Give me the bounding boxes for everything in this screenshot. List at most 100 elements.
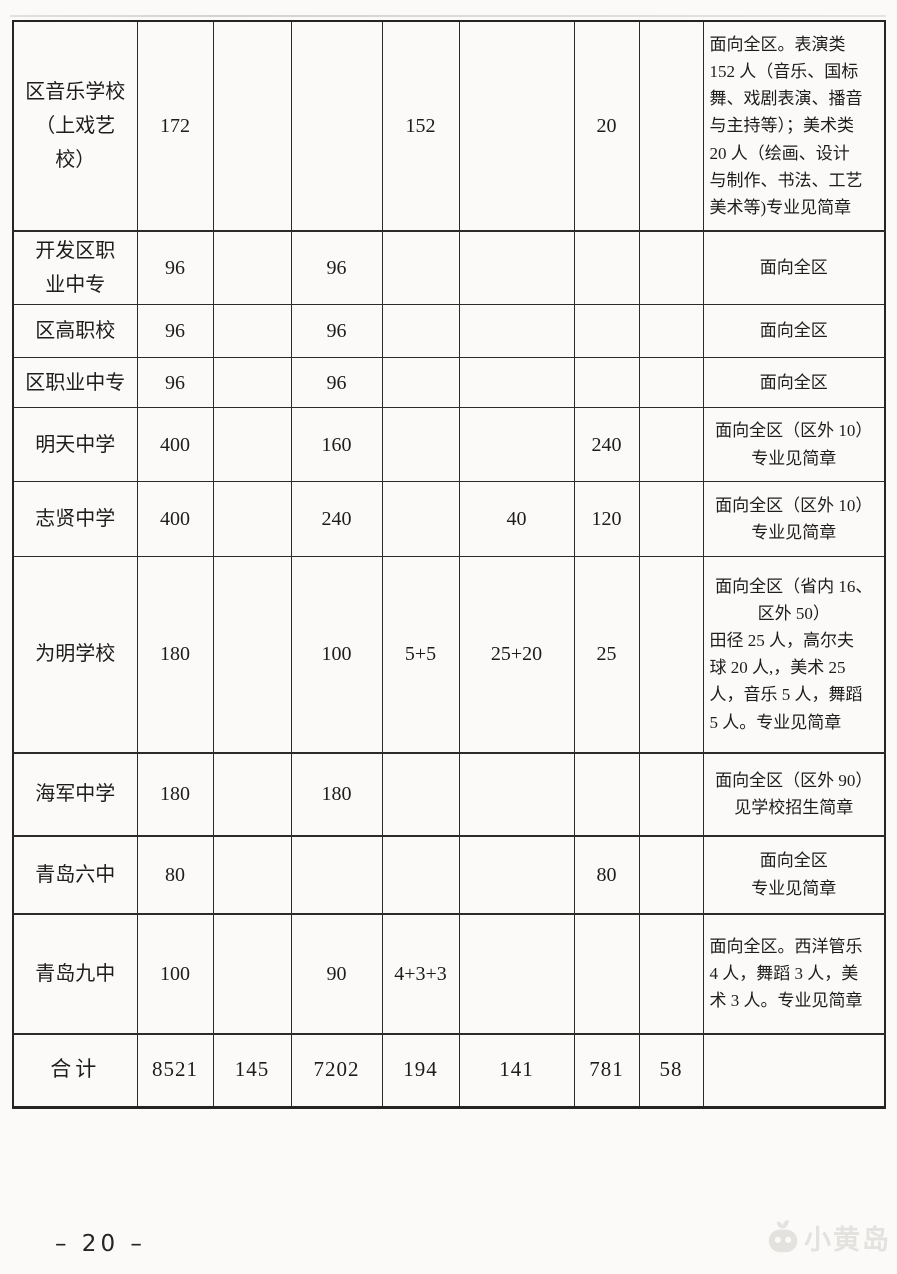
value-cell: 96 — [136, 304, 214, 358]
value-cell — [381, 481, 460, 557]
value-cell: 80 — [136, 835, 214, 915]
table-row: 青岛六中 80 80 面向全区 专业见简章 — [12, 835, 886, 915]
value-cell: 96 — [290, 304, 383, 358]
value-cell — [458, 230, 575, 305]
value-cell — [381, 752, 460, 837]
value-cell: 781 — [573, 1033, 640, 1108]
value-cell: 120 — [573, 481, 640, 557]
value-cell: 100 — [136, 913, 214, 1035]
value-cell — [638, 752, 704, 837]
value-cell — [573, 230, 640, 305]
note-cell: 面向全区（省内 16、 区外 50） 田径 25 人，高尔夫 球 20 人,，美术… — [702, 556, 886, 754]
value-cell: 194 — [381, 1033, 460, 1108]
table-row: 为明学校 180 100 5+5 25+20 25 面向全区（省内 16、 区外… — [12, 556, 886, 754]
value-cell: 25+20 — [458, 556, 575, 754]
value-cell — [458, 752, 575, 837]
value-cell: 160 — [290, 407, 383, 482]
value-cell — [458, 20, 575, 232]
scan-edge-line — [10, 15, 886, 17]
value-cell: 5+5 — [381, 556, 460, 754]
value-cell — [381, 357, 460, 408]
value-cell — [458, 913, 575, 1035]
table-row: 志贤中学 400 240 40 120 面向全区（区外 10） 专业见简章 — [12, 481, 886, 557]
value-cell: 8521 — [136, 1033, 214, 1108]
value-cell: 400 — [136, 481, 214, 557]
note-cell: 面向全区 — [702, 230, 886, 305]
school-name-cell: 合计 — [12, 1033, 138, 1108]
watermark: 小黄岛 — [764, 1218, 891, 1257]
table-row: 明天中学 400 160 240 面向全区（区外 10） 专业见简章 — [12, 407, 886, 482]
value-cell — [573, 913, 640, 1035]
value-cell — [638, 481, 704, 557]
value-cell — [381, 230, 460, 305]
value-cell — [458, 304, 575, 358]
value-cell: 180 — [136, 752, 214, 837]
note-cell: 面向全区 专业见简章 — [702, 835, 886, 915]
value-cell: 172 — [136, 20, 214, 232]
school-name-cell: 海军中学 — [12, 752, 138, 837]
table-row: 青岛九中 100 90 4+3+3 面向全区。西洋管乐 4 人，舞蹈 3 人，美… — [12, 913, 886, 1035]
value-cell — [381, 304, 460, 358]
value-cell — [381, 835, 460, 915]
value-cell — [212, 913, 292, 1035]
table-row: 海军中学 180 180 面向全区（区外 90） 见学校招生简章 — [12, 752, 886, 837]
value-cell: 240 — [290, 481, 383, 557]
value-cell: 7202 — [290, 1033, 383, 1108]
value-cell — [458, 407, 575, 482]
value-cell: 58 — [638, 1033, 704, 1108]
note-cell: 面向全区（区外 90） 见学校招生简章 — [702, 752, 886, 837]
value-cell — [212, 20, 292, 232]
value-cell: 96 — [290, 357, 383, 408]
value-cell: 240 — [573, 407, 640, 482]
table-row: 区职业中专 96 96 面向全区 — [12, 357, 886, 408]
school-name-cell: 为明学校 — [12, 556, 138, 754]
school-name-cell: 区音乐学校 （上戏艺 校） — [12, 20, 138, 232]
value-cell — [212, 556, 292, 754]
enrollment-table-body: 区音乐学校 （上戏艺 校） 172 152 20 面向全区。表演类 152 人（… — [12, 20, 886, 1108]
value-cell — [212, 481, 292, 557]
value-cell — [458, 357, 575, 408]
value-cell: 40 — [458, 481, 575, 557]
page-number: – 20 – — [55, 1231, 146, 1257]
value-cell — [212, 357, 292, 408]
school-name-cell: 志贤中学 — [12, 481, 138, 557]
school-name-cell: 区高职校 — [12, 304, 138, 358]
value-cell — [638, 357, 704, 408]
value-cell: 145 — [212, 1033, 292, 1108]
value-cell: 180 — [136, 556, 214, 754]
value-cell: 80 — [573, 835, 640, 915]
value-cell: 96 — [136, 357, 214, 408]
note-cell: 面向全区。西洋管乐 4 人，舞蹈 3 人，美 术 3 人。专业见简章 — [702, 913, 886, 1035]
value-cell — [212, 835, 292, 915]
value-cell — [573, 357, 640, 408]
note-cell: 面向全区（区外 10） 专业见简章 — [702, 407, 886, 482]
note-cell — [702, 1033, 886, 1108]
value-cell — [290, 835, 383, 915]
value-cell — [638, 230, 704, 305]
value-cell: 4+3+3 — [381, 913, 460, 1035]
value-cell — [458, 835, 575, 915]
value-cell — [212, 304, 292, 358]
value-cell — [573, 752, 640, 837]
table-row: 合计 8521 145 7202 194 141 781 58 — [12, 1033, 886, 1108]
value-cell — [290, 20, 383, 232]
value-cell: 180 — [290, 752, 383, 837]
note-cell: 面向全区 — [702, 357, 886, 408]
note-cell: 面向全区。表演类 152 人（音乐、国标 舞、戏剧表演、播音 与主持等）；美术类… — [702, 20, 886, 232]
value-cell — [212, 752, 292, 837]
value-cell — [638, 304, 704, 358]
table-row: 开发区职 业中专 96 96 面向全区 — [12, 230, 886, 305]
value-cell: 96 — [136, 230, 214, 305]
value-cell: 20 — [573, 20, 640, 232]
school-name-cell: 区职业中专 — [12, 357, 138, 408]
value-cell: 25 — [573, 556, 640, 754]
value-cell — [212, 230, 292, 305]
value-cell — [638, 913, 704, 1035]
value-cell — [638, 407, 704, 482]
value-cell: 400 — [136, 407, 214, 482]
watermark-text: 小黄岛 — [804, 1225, 891, 1256]
value-cell: 152 — [381, 20, 460, 232]
value-cell — [573, 304, 640, 358]
value-cell: 96 — [290, 230, 383, 305]
value-cell — [381, 407, 460, 482]
